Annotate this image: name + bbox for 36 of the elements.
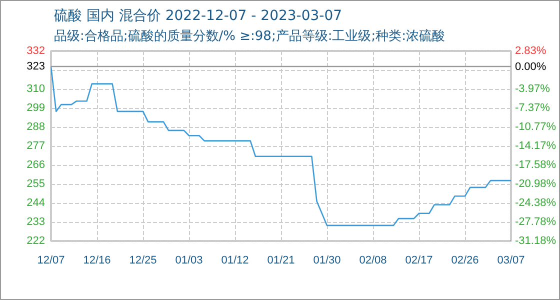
y2-tick-label: 0.00% bbox=[515, 60, 546, 73]
chart-subtitle: 品级:合格品;硫酸的质量分数/% ≥:98;产品等级:工业级;种类:浓硫酸 bbox=[54, 28, 445, 45]
y-tick-label: 299 bbox=[26, 102, 45, 114]
x-tick-label: 01/21 bbox=[267, 254, 295, 266]
y2-tick-label: -3.97% bbox=[515, 82, 550, 95]
y-tick-label: 310 bbox=[26, 83, 45, 95]
y-tick-label: 233 bbox=[26, 216, 45, 228]
y2-tick-label: -31.18% bbox=[515, 235, 556, 247]
x-tick-label: 12/07 bbox=[37, 254, 65, 266]
x-tick-label: 01/12 bbox=[221, 254, 249, 266]
y-tick-label: 222 bbox=[26, 235, 45, 247]
y-tick-label: 332 bbox=[26, 45, 45, 57]
y2-tick-label: -17.58% bbox=[515, 159, 556, 172]
y2-tick-label: -14.17% bbox=[515, 140, 556, 152]
y-tick-label: 323 bbox=[26, 60, 45, 73]
y2-tick-label: -24.38% bbox=[515, 197, 556, 210]
x-tick-label: 01/30 bbox=[313, 254, 341, 266]
y2-tick-label: -27.78% bbox=[515, 216, 556, 228]
x-tick-label: 01/03 bbox=[175, 254, 203, 266]
y-tick-label: 277 bbox=[26, 140, 45, 152]
y2-tick-label: -20.98% bbox=[515, 178, 556, 190]
y-tick-label: 288 bbox=[26, 121, 45, 133]
x-tick-label: 02/26 bbox=[451, 254, 479, 266]
x-tick-label: 02/08 bbox=[359, 254, 387, 266]
y2-tick-label: -7.37% bbox=[515, 102, 550, 114]
y2-tick-label: -10.77% bbox=[515, 120, 556, 133]
x-tick-label: 12/16 bbox=[83, 254, 111, 266]
chart-title: 硫酸 国内 混合价 2022-12-07 - 2023-03-07 bbox=[54, 7, 342, 25]
y-tick-label: 244 bbox=[26, 197, 45, 209]
x-tick-label: 02/17 bbox=[405, 254, 433, 266]
x-tick-label: 12/25 bbox=[129, 254, 157, 266]
y-tick-label: 266 bbox=[26, 159, 45, 171]
y2-tick-label: 2.83% bbox=[515, 45, 546, 57]
x-tick-label: 03/07 bbox=[497, 254, 525, 266]
line-series bbox=[50, 66, 512, 226]
y-tick-label: 255 bbox=[26, 178, 45, 190]
